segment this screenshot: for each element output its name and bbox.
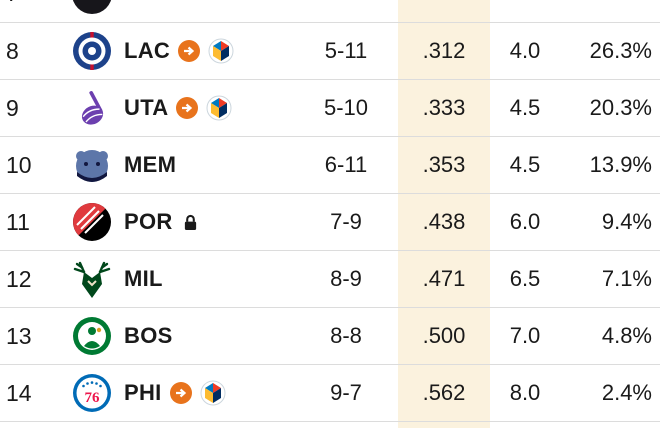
win-pct: .562 [398,365,490,421]
games-back: 4.5 [509,95,541,120]
rank: 10 [6,151,32,178]
win-pct: .471 [398,251,490,307]
team-logo-partial [60,0,124,22]
traded-pick-arrow-icon [176,97,199,119]
team-abbr: BOS [124,323,173,348]
win-pct: .353 [398,137,490,193]
games-back: 8.0 [509,380,541,405]
table-row[interactable]: 13 BOS 8-8 .500 7.0 4.8% [0,307,660,364]
traded-pick-arrow-icon [169,382,192,404]
team-abbr: LAC [124,38,171,63]
games-back: 7.0 [509,323,541,348]
team-logo-mem [60,137,124,193]
games-back: 6.0 [509,209,541,234]
okc-thunder-logo-icon [208,38,234,64]
win-pct: .438 [398,194,490,250]
record: 9-7 [330,380,362,405]
rank: 8 [6,37,19,64]
lottery-odds: 20.3% [589,95,652,120]
games-back: 6.5 [509,266,541,291]
table-row-partial [0,421,660,428]
win-pct-highlight [398,0,490,22]
team-logo-phi: 76 [60,365,124,421]
table-row[interactable]: 8 LAC [0,22,660,79]
table-row[interactable]: 12 MIL 8-9 .471 6.5 7.1% [0,250,660,307]
win-pct: .333 [398,80,490,136]
team-abbr: MEM [124,152,177,177]
record: 7-9 [330,209,362,234]
team-logo-mil [60,251,124,307]
record: 8-9 [330,266,362,291]
okc-thunder-logo-icon [200,380,226,406]
lottery-odds: 2.4% [601,380,652,405]
lottery-odds: 13.9% [589,152,652,177]
rank: 13 [6,322,32,349]
team-logo-bos [60,308,124,364]
rank: 11 [6,208,30,235]
team-abbr: UTA [124,95,169,120]
rank: 14 [6,379,32,406]
win-pct-highlight [398,422,490,428]
record: 8-8 [330,323,362,348]
record: 5-10 [323,95,369,120]
record: 5-11 [324,38,368,63]
svg-text:76: 76 [85,390,101,406]
games-back: 4.5 [509,152,541,177]
table-row[interactable]: 11 POR 7-9 .438 6.0 9 [0,193,660,250]
team-abbr: MIL [124,266,163,291]
rank: 12 [6,265,32,292]
lottery-odds: 7.1% [601,266,652,291]
lottery-odds: 4.8% [601,323,652,348]
table-row[interactable]: 14 76 PHI [0,364,660,421]
team-abbr: POR [124,209,173,234]
table-row[interactable]: 10 MEM 6-11 .353 4.5 13.9% [0,136,660,193]
okc-thunder-logo-icon [206,95,232,121]
rank: 9 [6,94,19,121]
games-back: 4.0 [509,38,541,63]
record: 6-11 [324,152,368,177]
team-logo-uta [60,80,124,136]
lock-icon [183,214,198,231]
win-pct: .312 [398,23,490,79]
team-abbr: PHI [124,380,162,405]
traded-pick-arrow-icon [178,40,201,62]
team-logo-lac [60,23,124,79]
rank: 7 [0,0,60,22]
win-pct: .500 [398,308,490,364]
table-row[interactable]: 9 UTA [0,79,660,136]
lottery-odds: 9.4% [601,209,652,234]
table-row-partial[interactable]: 7 [0,0,660,22]
lottery-odds: 26.3% [589,38,652,63]
team-logo-por [60,194,124,250]
